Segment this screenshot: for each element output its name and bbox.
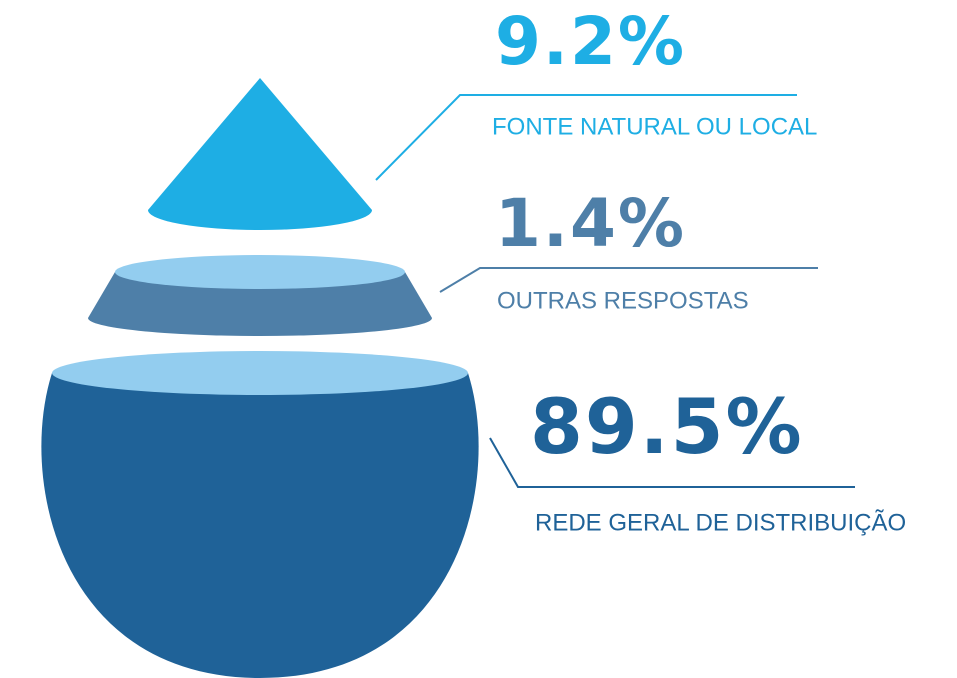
- category-label: FONTE NATURAL OU LOCAL: [492, 113, 817, 140]
- drop-segment: [41, 373, 478, 678]
- value-label: 1.4%: [495, 185, 686, 262]
- segment-rim: [115, 255, 405, 289]
- category-label: OUTRAS RESPOSTAS: [497, 287, 749, 314]
- category-label: REDE GERAL DE DISTRIBUIÇÃO: [535, 509, 906, 536]
- value-label: 89.5%: [530, 382, 804, 471]
- drop-segment: [148, 78, 372, 230]
- segment-rim: [52, 351, 468, 395]
- infographic: 9.2% FONTE NATURAL OU LOCAL 1.4% OUTRAS RES…: [0, 0, 957, 678]
- value-label: 9.2%: [495, 3, 686, 80]
